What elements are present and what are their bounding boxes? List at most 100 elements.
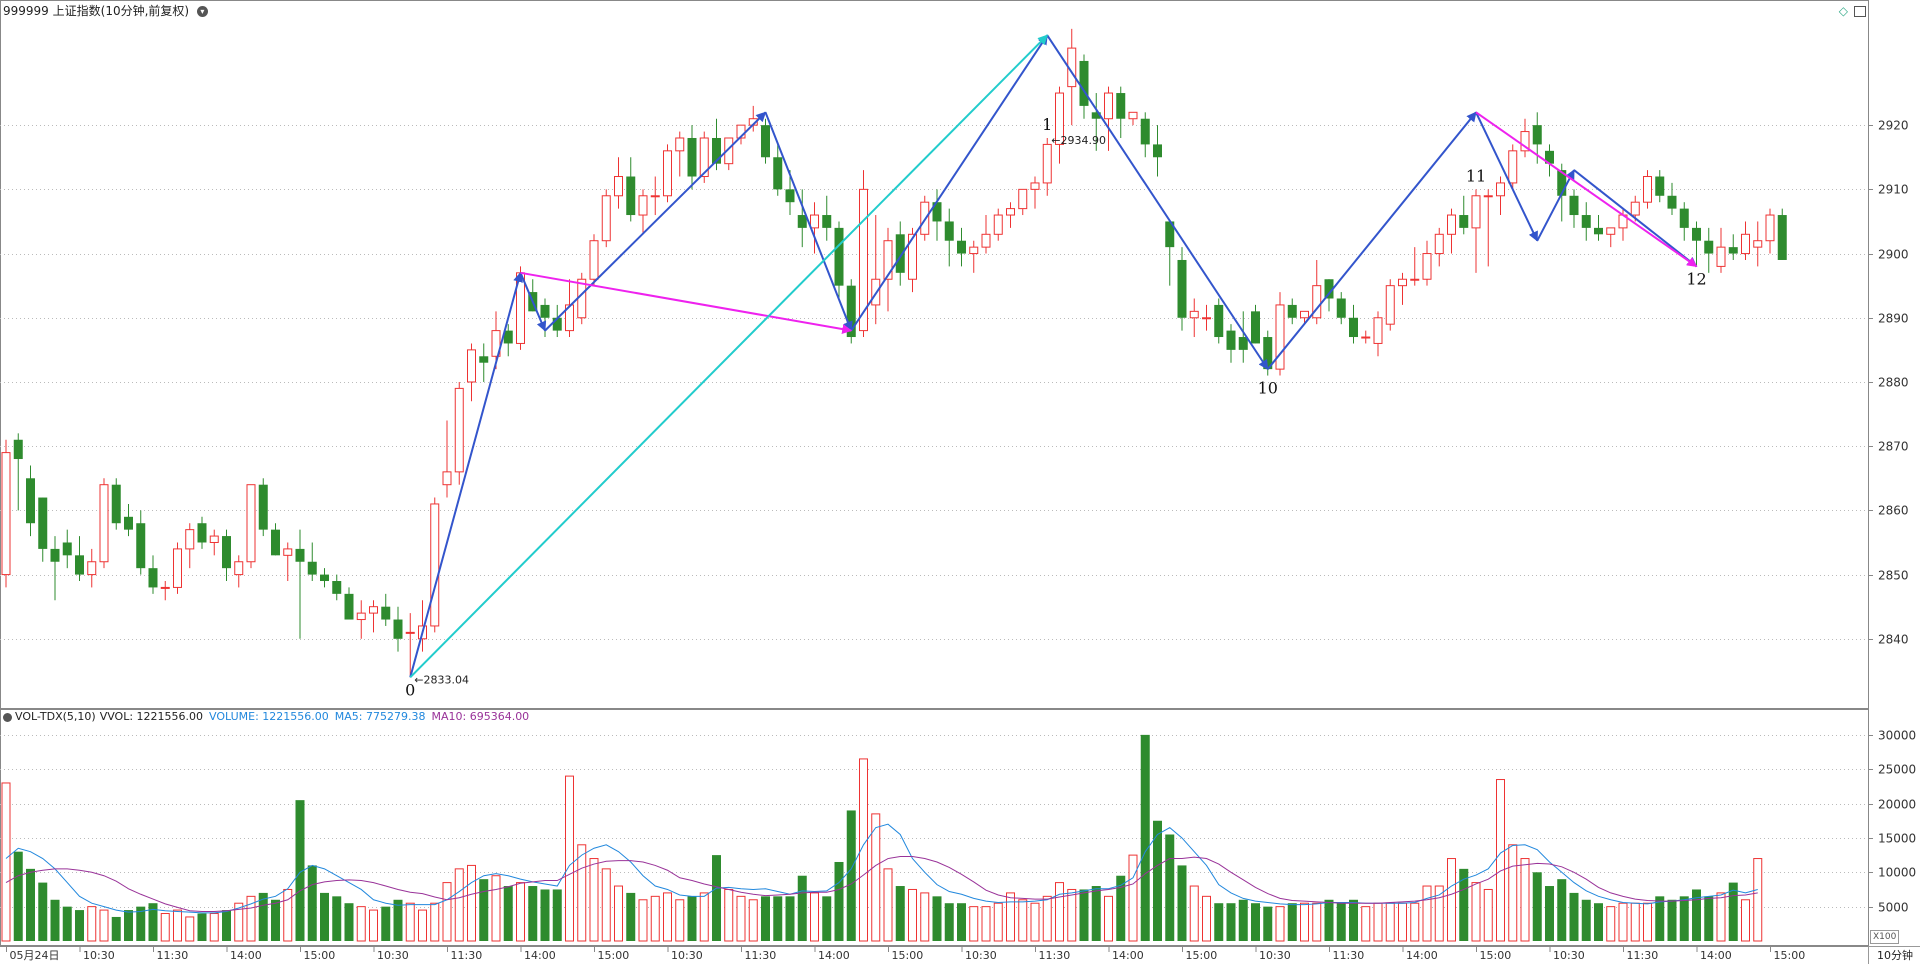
- volume-y-axis: 5000 10000 15000 20000 25000 30000: [1868, 729, 1916, 915]
- volume-bar: [895, 886, 905, 941]
- volume-bar: [136, 906, 146, 941]
- candle: [344, 587, 354, 620]
- volume-bar: [1006, 892, 1015, 942]
- candle-body: [1349, 317, 1358, 338]
- diamond-icon[interactable]: ◇: [1838, 4, 1848, 18]
- volume-bar: [577, 844, 587, 942]
- volume-bar: [1471, 882, 1481, 942]
- indicator-menu-icon[interactable]: [3, 712, 12, 722]
- candle: [540, 298, 550, 338]
- candle: [969, 240, 979, 273]
- candle: [1214, 298, 1224, 344]
- candle-body: [1447, 214, 1456, 235]
- symbol-code: 999999: [3, 4, 49, 18]
- candle: [589, 234, 599, 286]
- price-tick-label: 2900: [1878, 248, 1909, 262]
- volume-bar: [981, 906, 991, 942]
- wave-line: [520, 271, 853, 334]
- candle-body: [1459, 215, 1469, 228]
- candle: [13, 433, 23, 511]
- volume-tick-label: 10000: [1878, 866, 1916, 880]
- x-tick-label: 10:30: [671, 949, 703, 962]
- candle: [442, 420, 452, 498]
- volume-bar: [1300, 902, 1309, 942]
- candle-body: [344, 593, 354, 620]
- volume-bar: [1447, 858, 1456, 942]
- candle-body: [405, 631, 415, 634]
- volume-bar: [381, 906, 391, 941]
- volume-bar: [1618, 902, 1628, 942]
- candle: [271, 523, 280, 556]
- candle-body: [62, 542, 72, 556]
- volume-bar: [822, 896, 832, 941]
- volume-bar: [1104, 895, 1113, 942]
- volume-bar: [1312, 902, 1322, 942]
- candle: [1140, 112, 1150, 158]
- volume-bar: [356, 906, 366, 942]
- candle-body: [1741, 233, 1750, 255]
- x-tick-label: 10:30: [965, 949, 997, 962]
- candle-body: [258, 484, 268, 530]
- candle-body: [1434, 233, 1444, 255]
- volume-bar: [87, 906, 97, 942]
- volume-bar: [124, 910, 133, 941]
- candle: [1361, 330, 1371, 344]
- candle-body: [724, 137, 734, 165]
- volume-bar: [1373, 902, 1383, 942]
- candle-body: [1042, 143, 1052, 184]
- x-tick-label: 05月24日: [10, 949, 60, 962]
- candle: [356, 600, 366, 639]
- candle: [393, 606, 403, 652]
- candle: [1569, 189, 1579, 228]
- x-tick-label: 11:30: [157, 949, 189, 962]
- candle-body: [307, 561, 317, 575]
- candle-body: [1655, 176, 1665, 196]
- volume-bar: [258, 892, 268, 941]
- candle-body: [993, 214, 1003, 235]
- price-tick-label: 2890: [1878, 312, 1909, 326]
- candle: [1545, 144, 1554, 177]
- candle-body: [883, 240, 893, 280]
- candle-body: [491, 330, 501, 357]
- volume-bar: [932, 896, 942, 941]
- volume-bar: [173, 909, 182, 942]
- candle-body: [1520, 131, 1530, 152]
- ma5-line: [5, 823, 1758, 914]
- candle-body: [222, 536, 231, 569]
- candle: [246, 484, 256, 569]
- candle-body: [601, 195, 611, 242]
- candle: [62, 529, 72, 569]
- x-tick-label: 11:30: [1039, 949, 1071, 962]
- price-tick-label: 2910: [1878, 183, 1909, 197]
- volume-tick-label: 5000: [1878, 901, 1909, 915]
- volume-value: VOLUME: 1221556.00: [209, 710, 329, 723]
- candle-body: [1251, 311, 1260, 344]
- candle-body: [944, 221, 954, 241]
- panel-layout-icon[interactable]: [1854, 6, 1866, 17]
- wave-label: 0: [405, 680, 415, 699]
- volume-bar: [638, 899, 648, 942]
- candle: [1336, 292, 1346, 325]
- candle: [38, 497, 48, 562]
- chevron-down-icon[interactable]: ▾: [196, 6, 208, 17]
- candle: [1704, 227, 1714, 273]
- candle-body: [271, 529, 280, 556]
- volume-bar: [1704, 896, 1714, 941]
- candle: [810, 202, 819, 254]
- volume-bar: [565, 775, 574, 942]
- period-selector[interactable]: 10分钟: [1868, 946, 1920, 964]
- candle: [1116, 86, 1126, 138]
- candle-body: [699, 137, 709, 178]
- volume-bar: [1336, 903, 1346, 941]
- wave-label: 11: [1466, 166, 1486, 185]
- volume-bar: [62, 906, 72, 941]
- candle-body: [1202, 317, 1211, 320]
- candle: [479, 343, 489, 382]
- volume-bar: [785, 896, 795, 941]
- candle: [1104, 86, 1113, 151]
- candle: [883, 227, 893, 312]
- volume-bar: [1483, 888, 1493, 942]
- candle-body: [503, 330, 513, 344]
- volume-bar: [13, 851, 23, 941]
- candle: [614, 157, 623, 209]
